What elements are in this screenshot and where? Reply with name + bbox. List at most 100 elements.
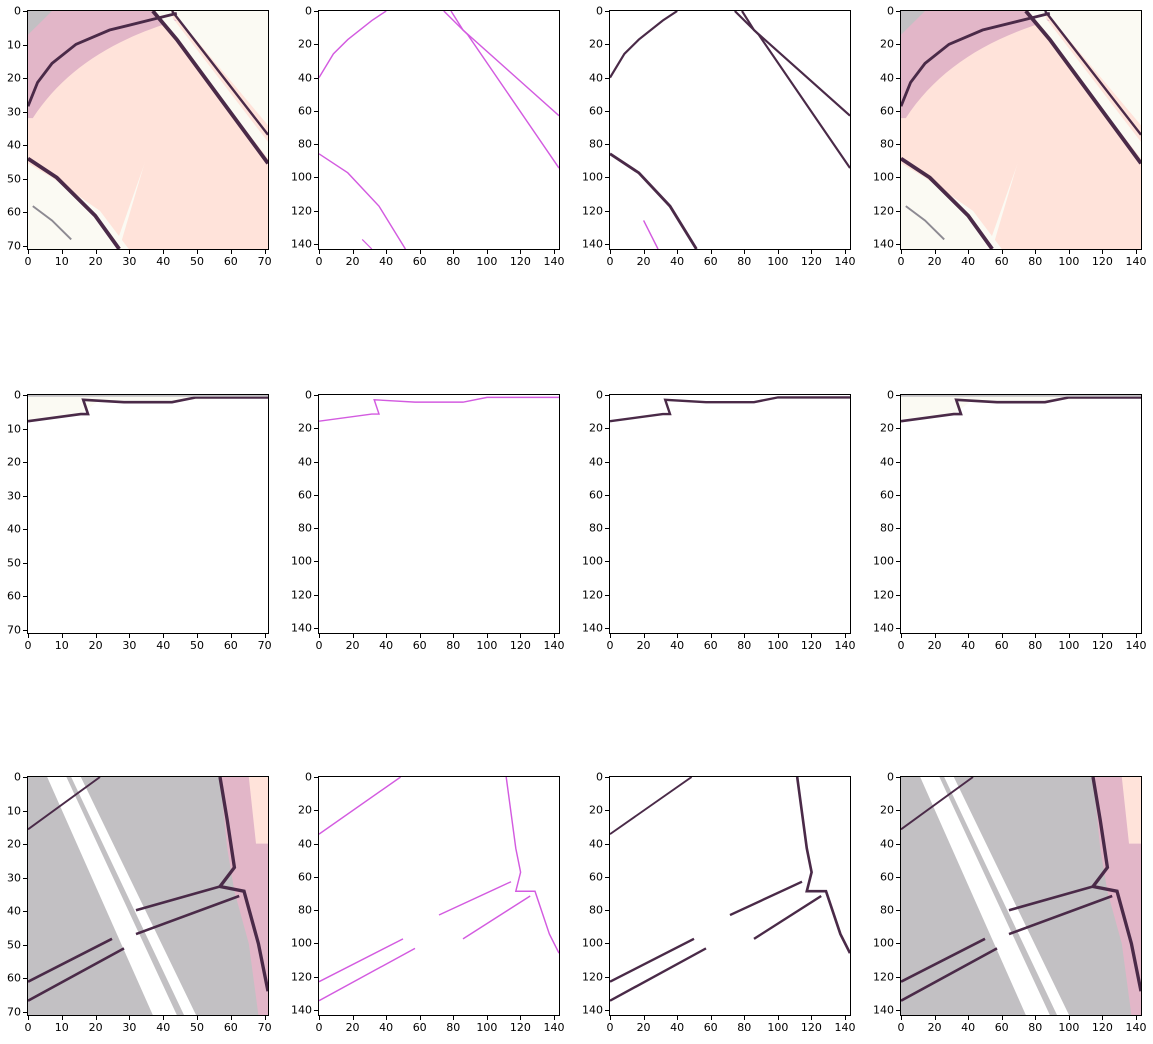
y-tick-mark — [314, 843, 318, 845]
x-tick-mark — [163, 250, 165, 254]
x-tick-mark — [1001, 634, 1003, 638]
y-tick-label: 40 — [589, 71, 603, 85]
y-tick-label: 0 — [596, 770, 603, 784]
peach-region — [248, 777, 268, 844]
x-tick-mark — [319, 1016, 320, 1020]
y-tick-mark — [896, 777, 900, 778]
x-tick-mark — [486, 250, 488, 254]
y-tick-label: 140 — [582, 621, 603, 635]
y-tick-label: 70 — [7, 239, 21, 253]
cream-strip — [1045, 11, 1141, 126]
y-tick-mark — [314, 210, 318, 212]
y-tick-label: 80 — [298, 137, 312, 151]
x-tick-label: 20 — [345, 255, 360, 268]
y-tick-mark — [314, 44, 318, 46]
x-tick-label: 40 — [670, 255, 685, 268]
x-tick-label: 20 — [927, 1021, 942, 1034]
x-tick-label: 20 — [88, 255, 103, 268]
x-tick-label: 120 — [1091, 1021, 1113, 1034]
y-tick-label: 100 — [582, 936, 603, 950]
x-tick-label: 80 — [446, 255, 461, 268]
x-tick-mark — [386, 634, 388, 638]
y-tick-label: 100 — [873, 554, 894, 568]
x-tick-label: 0 — [606, 1021, 614, 1034]
x-tick-mark — [934, 250, 936, 254]
y-tick-mark — [314, 910, 318, 912]
x-tick-mark — [1001, 250, 1003, 254]
y-tick-mark — [605, 494, 609, 496]
y-tick-mark — [314, 11, 318, 12]
edge-line — [319, 947, 416, 1002]
y-tick-label: 30 — [7, 871, 21, 885]
y-tick-mark — [23, 777, 27, 778]
panel-image — [610, 777, 850, 1015]
x-tick-label: 100 — [767, 1021, 789, 1034]
y-tick-label: 120 — [582, 588, 603, 602]
y-tick-label: 0 — [14, 770, 21, 784]
image-panel: 0 10 20 30 40 50 60 70 0 10 20 30 40 50 60 70 — [7, 772, 272, 1034]
x-tick-mark — [744, 634, 746, 638]
y-tick-label: 0 — [887, 388, 894, 402]
x-tick-label: 120 — [1091, 639, 1113, 652]
x-tick-mark — [486, 634, 488, 638]
y-tick-mark — [314, 943, 318, 945]
x-tick-label: 20 — [345, 639, 360, 652]
y-tick-label: 80 — [298, 521, 312, 535]
y-tick-label: 140 — [873, 621, 894, 635]
y-tick-mark — [605, 44, 609, 46]
outline — [135, 894, 240, 936]
x-tick-label: 140 — [1125, 255, 1147, 268]
x-tick-mark — [934, 634, 936, 638]
y-tick-mark — [896, 910, 900, 912]
x-tick-mark — [129, 250, 131, 254]
x-tick-label: 70 — [257, 639, 272, 652]
y-tick-label: 20 — [298, 421, 312, 435]
x-tick-mark — [419, 634, 421, 638]
y-tick-label: 20 — [880, 803, 894, 817]
x-tick-mark — [486, 1016, 488, 1020]
y-tick-mark — [896, 528, 900, 530]
x-tick-mark — [264, 634, 266, 638]
y-tick-label: 60 — [880, 870, 894, 884]
y-tick-label: 40 — [298, 837, 312, 851]
edge-line — [319, 777, 402, 835]
white-stripe — [944, 777, 1069, 1015]
y-tick-label: 40 — [298, 71, 312, 85]
y-tick-mark — [23, 212, 27, 214]
x-tick-label: 100 — [476, 1021, 498, 1034]
plot-area — [900, 394, 1142, 634]
x-tick-mark — [1001, 1016, 1003, 1020]
plot-area — [609, 776, 851, 1016]
image-panel: 0 10 20 30 40 50 60 70 0 10 20 30 40 50 60 70 — [7, 6, 272, 268]
y-tick-label: 120 — [582, 970, 603, 984]
x-tick-label: 70 — [257, 255, 272, 268]
x-tick-mark — [643, 634, 645, 638]
x-tick-mark — [163, 634, 165, 638]
y-tick-mark — [605, 77, 609, 79]
y-tick-mark — [896, 461, 900, 463]
x-tick-mark — [28, 250, 29, 254]
x-tick-label: 140 — [543, 639, 565, 652]
panel-image — [319, 395, 559, 633]
y-tick-label: 20 — [589, 421, 603, 435]
x-tick-mark — [1068, 634, 1070, 638]
x-tick-label: 50 — [190, 639, 204, 652]
x-tick-label: 40 — [379, 1021, 394, 1034]
edge-line — [610, 152, 698, 249]
y-tick-label: 100 — [582, 170, 603, 184]
plot-area — [27, 776, 269, 1016]
x-tick-mark — [197, 250, 198, 254]
x-tick-mark — [453, 1016, 455, 1020]
x-tick-label: 0 — [606, 639, 614, 652]
outline — [1090, 777, 1141, 992]
y-tick-mark — [605, 943, 609, 945]
y-tick-label: 80 — [880, 903, 894, 917]
y-tick-label: 120 — [873, 588, 894, 602]
y-tick-mark — [605, 11, 609, 12]
x-tick-label: 60 — [994, 255, 1009, 268]
y-tick-mark — [23, 395, 27, 396]
x-tick-mark — [1102, 1016, 1104, 1020]
outline — [1008, 885, 1094, 912]
x-tick-mark — [610, 1016, 611, 1020]
y-tick-label: 60 — [880, 488, 894, 502]
